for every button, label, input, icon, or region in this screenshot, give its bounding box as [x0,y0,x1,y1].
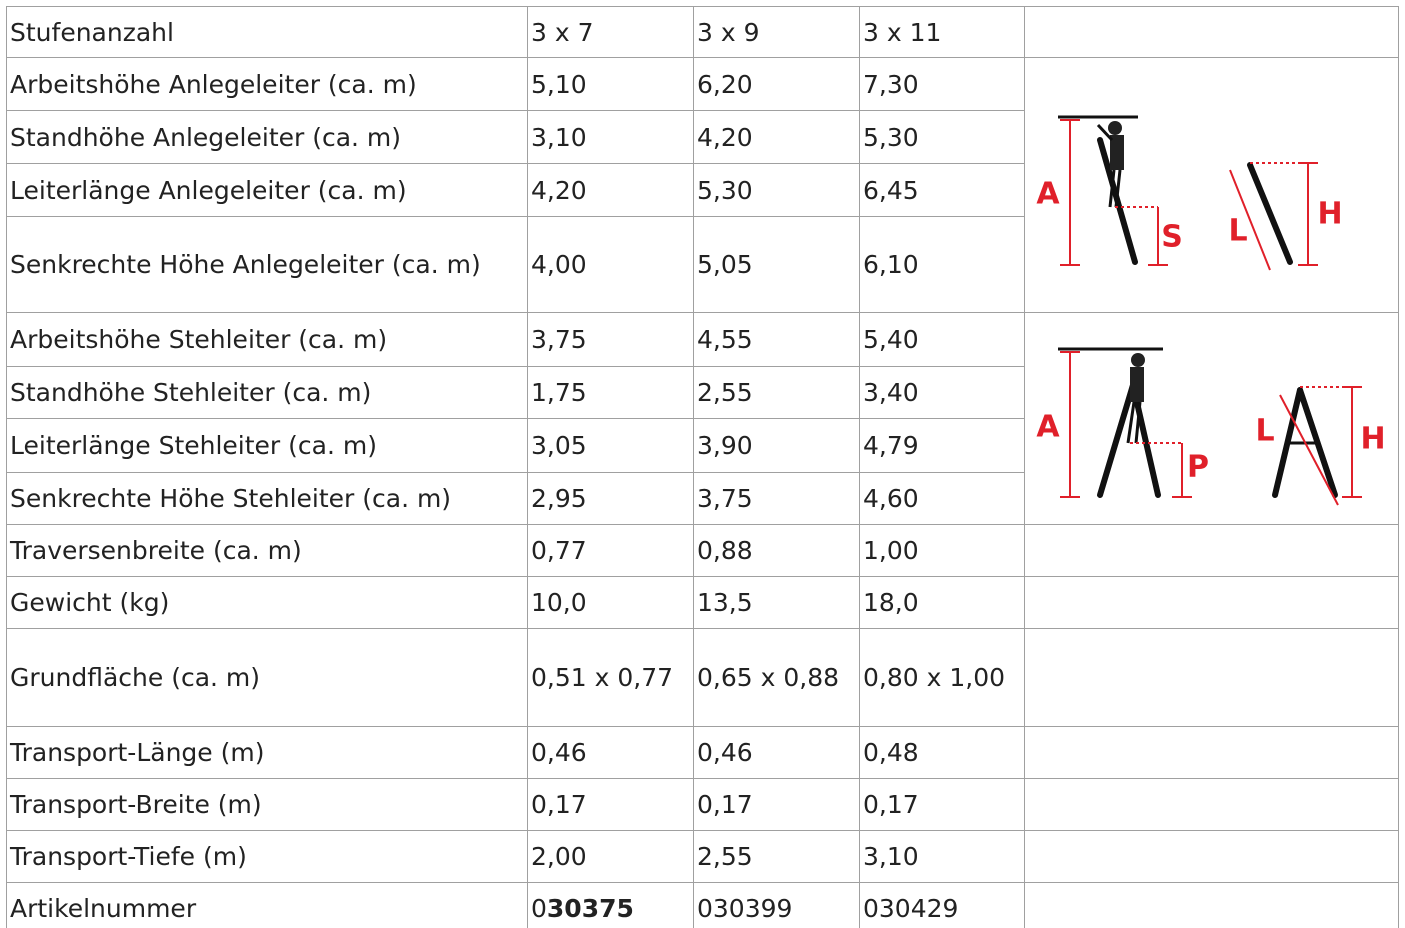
diagram-label: L [1255,414,1274,449]
diagram-label: L [1228,214,1247,249]
page: Stufenanzahl3 x 73 x 93 x 11Arbeitshöhe … [0,0,1405,928]
diagram-label: S [1161,220,1183,255]
ladder-diagram [1058,117,1318,270]
diagrams: A S L H A P L H [0,0,1405,928]
diagram-label: A [1036,177,1060,212]
diagram-label: H [1360,422,1385,457]
diagram-label: A [1036,410,1060,445]
stepladder-diagram [1058,349,1362,505]
diagram-label: H [1317,197,1342,232]
diagram-label: P [1187,450,1209,485]
